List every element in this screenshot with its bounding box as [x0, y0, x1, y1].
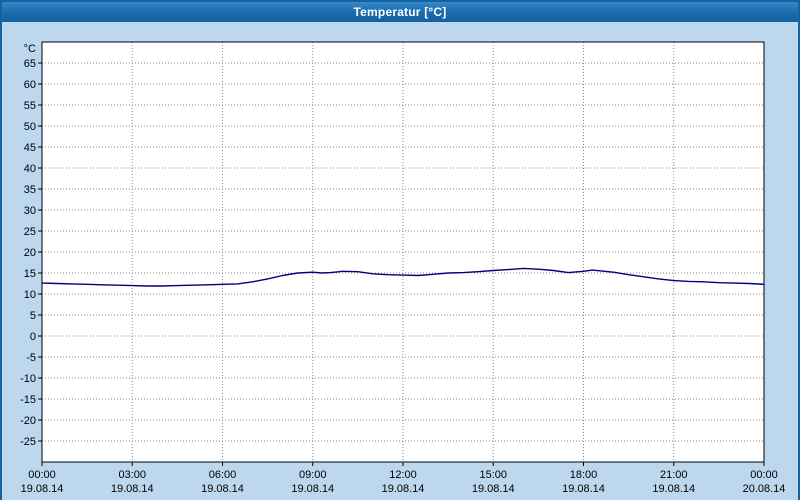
svg-text:18:00: 18:00 [570, 469, 598, 481]
temperature-chart: -25 -20 -15 -10 -5 0 5 10 15 20 25 30 35 40 45 50 55 60 65… [20, 41, 786, 495]
svg-text:19.08.14: 19.08.14 [382, 483, 425, 495]
x-axis-labels: 00:00 19.08.14 03:00 19.08.14 06:00 19.08.14 0… [21, 469, 786, 495]
svg-text:65: 65 [24, 58, 36, 70]
svg-text:09:00: 09:00 [299, 469, 327, 481]
svg-text:60: 60 [24, 79, 36, 91]
svg-text:06:00: 06:00 [209, 469, 237, 481]
svg-text:-15: -15 [20, 394, 36, 406]
svg-text:03:00: 03:00 [118, 469, 146, 481]
chart-container: -25 -20 -15 -10 -5 0 5 10 15 20 25 30 35 40 45 50 55 60 65… [2, 22, 798, 500]
svg-text:19.08.14: 19.08.14 [201, 483, 244, 495]
svg-text:55: 55 [24, 100, 36, 112]
svg-text:30: 30 [24, 205, 36, 217]
svg-text:15: 15 [24, 268, 36, 280]
svg-text:5: 5 [30, 310, 36, 322]
svg-text:25: 25 [24, 226, 36, 238]
window-title: Temperatur [°C] [353, 5, 447, 19]
svg-text:35: 35 [24, 184, 36, 196]
svg-text:40: 40 [24, 163, 36, 175]
svg-text:19.08.14: 19.08.14 [652, 483, 695, 495]
y-axis-unit-label: °C [24, 43, 36, 55]
svg-text:19.08.14: 19.08.14 [472, 483, 515, 495]
gridlines [42, 42, 764, 462]
axis-ticks [38, 62, 765, 466]
svg-text:-25: -25 [20, 436, 36, 448]
svg-text:-10: -10 [20, 373, 36, 385]
svg-text:00:00: 00:00 [750, 469, 778, 481]
svg-text:19.08.14: 19.08.14 [291, 483, 334, 495]
y-axis-labels: -25 -20 -15 -10 -5 0 5 10 15 20 25 30 35 40 45 50 55 60 65 [20, 58, 36, 448]
svg-text:10: 10 [24, 289, 36, 301]
series-line-temperatur [41, 267, 765, 287]
svg-text:20.08.14: 20.08.14 [743, 483, 786, 495]
svg-text:19.08.14: 19.08.14 [562, 483, 605, 495]
svg-text:00:00: 00:00 [28, 469, 56, 481]
svg-text:19.08.14: 19.08.14 [21, 483, 64, 495]
svg-text:-20: -20 [20, 415, 36, 427]
plot-border [41, 41, 765, 463]
svg-text:19.08.14: 19.08.14 [111, 483, 154, 495]
svg-text:12:00: 12:00 [389, 469, 417, 481]
svg-text:21:00: 21:00 [660, 469, 688, 481]
svg-text:0: 0 [30, 331, 36, 343]
svg-text:50: 50 [24, 121, 36, 133]
svg-text:15:00: 15:00 [479, 469, 507, 481]
svg-text:20: 20 [24, 247, 36, 259]
svg-text:45: 45 [24, 142, 36, 154]
window-titlebar: Temperatur [°C] [2, 2, 798, 22]
svg-text:-5: -5 [26, 352, 36, 364]
